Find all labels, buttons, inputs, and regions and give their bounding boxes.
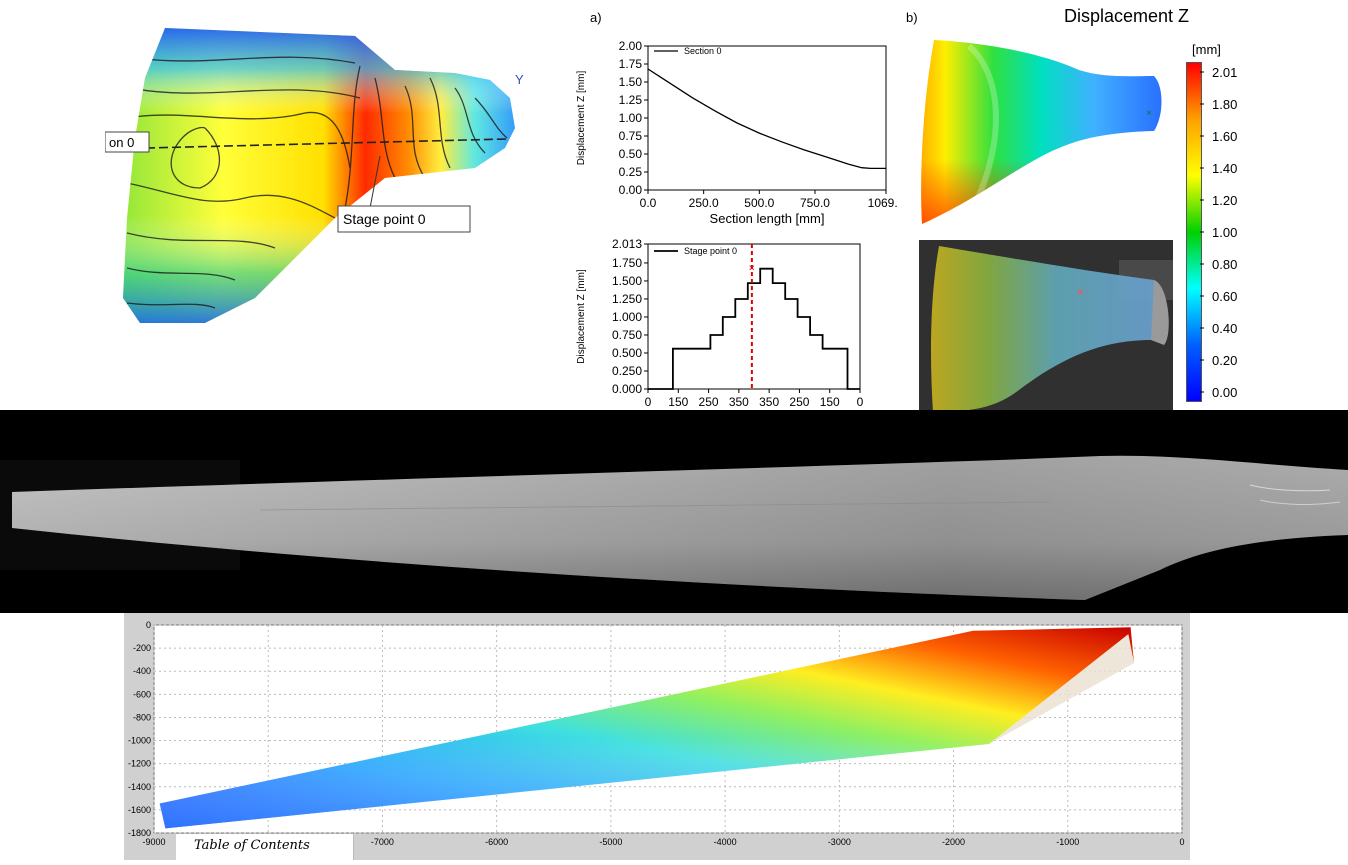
y-tick-label: 0.250 [612, 364, 642, 378]
plot-frame [647, 243, 861, 390]
y-tick-label: 0.00 [619, 183, 643, 197]
y-tick-label: 0.750 [612, 328, 642, 342]
y-tick-label: 0.50 [619, 147, 643, 161]
x-tick-label: -4000 [714, 837, 737, 847]
colorbar-tick-label: 2.01 [1212, 65, 1237, 80]
x-tick-label: 0 [1179, 837, 1184, 847]
colorbar-tick-label: 1.60 [1212, 129, 1237, 144]
stage-point-label-box [337, 205, 471, 233]
y-tick-label: -800 [133, 712, 151, 722]
colorbar-tick-label: 1.20 [1212, 193, 1237, 208]
series-line-section-0 [647, 68, 886, 170]
x-tick-label: 0 [857, 395, 864, 409]
y-tick-label: 0.500 [612, 346, 642, 360]
y-tick-label: 2.00 [619, 39, 643, 53]
y-tick-label: 1.00 [619, 111, 643, 125]
x-tick-label: 1069.0 [868, 196, 898, 210]
y-tick-label: -1800 [128, 828, 151, 838]
y-tick-label: 0.75 [619, 129, 643, 143]
x-tick-label: 150 [668, 395, 688, 409]
panel-b-title: Displacement Z [1064, 6, 1190, 26]
y-tick-label: 0.000 [612, 382, 642, 396]
y-tick-label: 1.25 [619, 93, 643, 107]
y-tick-label: -1400 [128, 782, 151, 792]
y-tick-label: 0.25 [619, 165, 643, 179]
stage-point-label: Stage point 0 [343, 211, 426, 227]
colorbar-tick-label: 1.40 [1212, 161, 1237, 176]
section-label: on 0 [109, 135, 134, 150]
svg-text:×: × [1077, 285, 1084, 299]
panel-b-label: b) [906, 10, 918, 25]
y-tick-label: 2.013 [612, 237, 642, 251]
stage-point-chart: 2.013 1.750 1.500 1.250 1.000 0.750 0.500 0.250… [568, 232, 898, 412]
colorbar-tick-label: 0.40 [1212, 321, 1237, 336]
x-tick-label: -1000 [1056, 837, 1079, 847]
x-tick-label: 500.0 [744, 196, 774, 210]
y-tick-label: 1.500 [612, 274, 642, 288]
blade-photo [0, 410, 1348, 613]
x-tick-label: 350 [759, 395, 779, 409]
series-line-stage-point-0 [648, 267, 860, 390]
x-tick-label: -2000 [942, 837, 965, 847]
colorbar-tick-label: 0.80 [1212, 257, 1237, 272]
colorbar-unit: [mm] [1192, 42, 1221, 57]
plot-frame [647, 45, 887, 191]
panel-a-label: a) [590, 10, 602, 25]
x-tick-label: -9000 [142, 837, 165, 847]
y-tick-label: -1000 [128, 736, 151, 746]
legend-label: Stage point 0 [684, 246, 737, 256]
x-tick-label: 0 [645, 395, 652, 409]
y-tick-label: 1.000 [612, 310, 642, 324]
y-tick-label: -600 [133, 689, 151, 699]
x-tick-label: -6000 [485, 837, 508, 847]
y-tick-label: 1.750 [612, 256, 642, 270]
colorbar-ticks: 2.01 1.80 1.60 1.40 1.20 1.00 0.80 0.60 0.40 0.20… [1200, 0, 1260, 410]
table-of-contents-link[interactable]: Table of Contents [176, 834, 354, 860]
x-axis-label: Section length [mm] [710, 211, 825, 226]
colorbar-tick-label: 0.20 [1212, 353, 1237, 368]
legend-label: Section 0 [684, 46, 722, 56]
colorbar-tick-label: 0.00 [1212, 385, 1237, 400]
axis-letter: Y [515, 72, 524, 87]
y-tick-label: 0 [146, 620, 151, 630]
colorbar-tick-label: 0.60 [1212, 289, 1237, 304]
blade-heatmap-chart: -9000-8000-7000-6000-5000-4000-3000-2000… [124, 613, 1190, 860]
x-tick-label: 0.0 [640, 196, 657, 210]
blade-surface-shade [159, 627, 1134, 829]
displacement-field: × [914, 36, 1170, 236]
stage-marker-cross: × [749, 262, 755, 274]
svg-text:×: × [1146, 108, 1152, 119]
x-tick-label: 250.0 [689, 196, 719, 210]
x-tick-label: -5000 [599, 837, 622, 847]
y-tick-label: -1600 [128, 805, 151, 815]
x-tick-label: -3000 [828, 837, 851, 847]
y-tick-label: -200 [133, 643, 151, 653]
x-tick-label: 250 [699, 395, 719, 409]
y-tick-label: 1.250 [612, 292, 642, 306]
x-tick-label: 350 [729, 395, 749, 409]
specimen-photo: × [919, 240, 1173, 412]
colorbar-tick-label: 1.00 [1212, 225, 1237, 240]
x-tick-label: 750.0 [800, 196, 830, 210]
colorbar-tick-label: 1.80 [1212, 97, 1237, 112]
contour-map: on 0 Stage point 0 Y [104, 18, 525, 336]
y-tick-label: -400 [133, 666, 151, 676]
blade-root-edge [988, 634, 1135, 745]
section-chart: 2.00 1.75 1.50 1.25 1.00 0.75 0.50 0.25 0.00 0.0 2… [568, 36, 905, 236]
x-tick-label: 150 [820, 395, 840, 409]
section-label-box [104, 131, 150, 153]
y-axis-label: Displacement Z [mm] [576, 269, 587, 364]
y-tick-label: 1.50 [619, 75, 643, 89]
x-tick-label: 250 [789, 395, 809, 409]
y-tick-label: -1200 [128, 759, 151, 769]
y-axis-label: Displacement Z [mm] [576, 71, 587, 166]
x-tick-label: -7000 [371, 837, 394, 847]
y-tick-label: 1.75 [619, 57, 643, 71]
